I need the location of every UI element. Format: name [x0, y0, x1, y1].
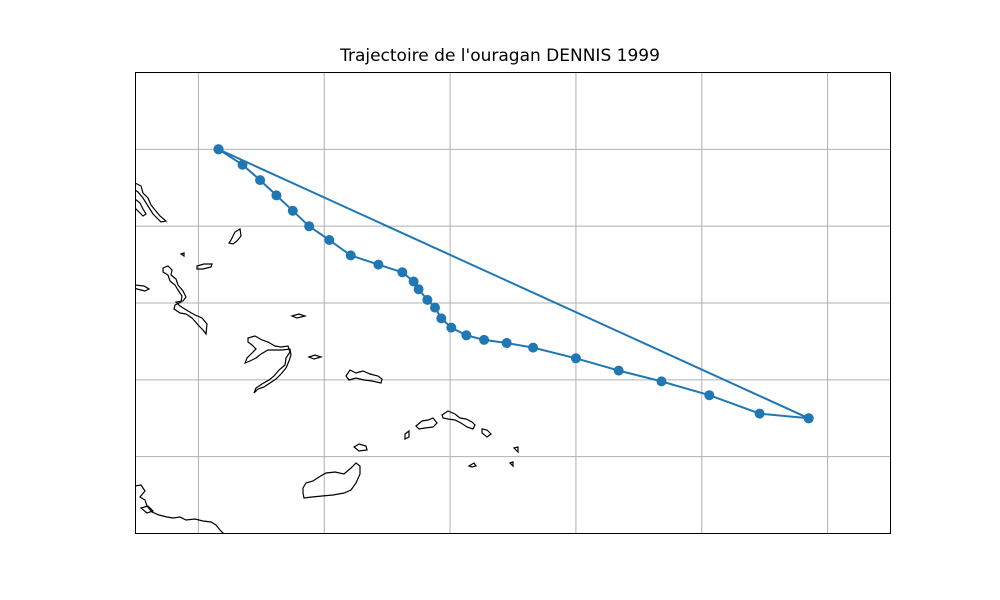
track-point [408, 276, 419, 287]
track-point [287, 205, 298, 216]
coast-bermuda-north-island [228, 228, 242, 245]
coast-lesser-antilles-2 [415, 417, 438, 430]
track-point [430, 302, 440, 313]
coast-jamaica-like [302, 462, 361, 499]
track-point [436, 313, 447, 324]
track-point [446, 322, 457, 333]
coast-small-islet [307, 354, 324, 360]
coast-lesser-antilles-7 [467, 462, 477, 468]
coast-south-mainland [135, 484, 225, 534]
track-point [255, 175, 266, 186]
track-line [217, 148, 810, 420]
coast-small-cay-2 [196, 263, 213, 270]
track-point [271, 190, 282, 201]
gridlines [135, 72, 891, 534]
coast-lesser-antilles-8 [508, 461, 514, 468]
track-point [656, 376, 667, 387]
coast-small-cay-1 [179, 252, 185, 258]
track-point [373, 259, 384, 270]
track-point [570, 353, 581, 364]
track-point [528, 342, 539, 353]
coast-lesser-antilles-3 [481, 428, 492, 438]
coast-lesser-antilles-1 [441, 410, 476, 430]
track-point [501, 338, 512, 348]
coast-bahamas-west [135, 198, 147, 217]
track-point [213, 144, 224, 155]
coast-lesser-antilles-6 [512, 446, 519, 454]
coast-bahamas-chain [162, 265, 208, 336]
coastlines [135, 182, 519, 534]
track-point [345, 250, 356, 261]
coast-small-cay-3 [135, 284, 151, 292]
coast-puerto-rico [345, 369, 383, 384]
track-point [613, 365, 624, 376]
coast-lesser-antilles-4 [404, 429, 410, 440]
track-point [397, 267, 408, 278]
coast-small-cay-4 [290, 313, 308, 319]
coast-lesser-antilles-5 [352, 443, 368, 452]
track-point [754, 408, 765, 419]
hurricane-track [213, 144, 814, 424]
plot-frame [135, 72, 891, 534]
track-point [704, 390, 715, 401]
track-point [803, 413, 814, 424]
coast-florida-bahamas [135, 182, 168, 223]
chart-title: Trajectoire de l'ouragan DENNIS 1999 [340, 46, 660, 66]
track-point [422, 294, 433, 305]
track-point [479, 334, 490, 345]
track-point [304, 221, 315, 232]
track-point [413, 284, 424, 295]
coast-hispaniola [243, 335, 292, 394]
track-point [324, 235, 335, 245]
track-point [461, 330, 472, 341]
track-point [237, 159, 248, 170]
coast-south-islet [139, 505, 155, 514]
